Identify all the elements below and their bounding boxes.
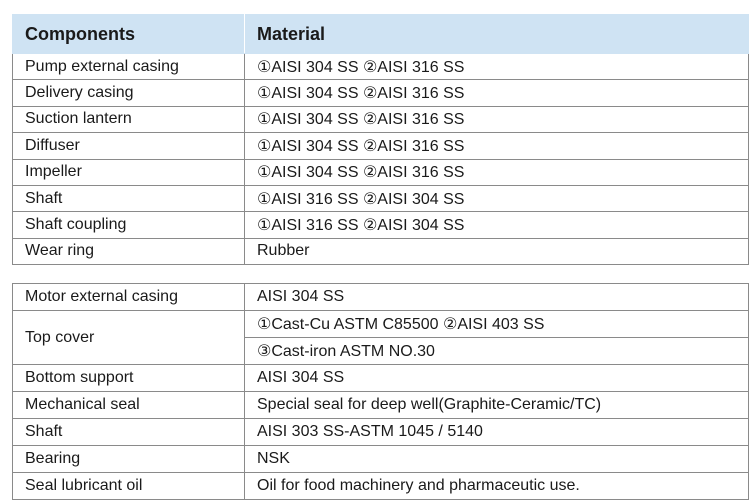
material-cell: ①AISI 304 SS ②AISI 316 SS <box>244 52 749 81</box>
material-cell: ③Cast-iron ASTM NO.30 <box>244 337 749 365</box>
material-cell: ①AISI 304 SS ②AISI 316 SS <box>244 158 749 186</box>
material-cell: ①AISI 316 SS ②AISI 304 SS <box>244 211 749 239</box>
table-row: Impeller ①AISI 304 SS ②AISI 316 SS <box>12 158 749 186</box>
material-cell: ①AISI 304 SS ②AISI 316 SS <box>244 132 749 160</box>
component-cell: Shaft <box>12 418 245 446</box>
material-cell: Special seal for deep well(Graphite-Cera… <box>244 391 749 419</box>
component-cell: Bottom support <box>12 364 245 392</box>
material-cell: Rubber <box>244 237 749 266</box>
component-cell: Mechanical seal <box>12 391 245 419</box>
table-row: Seal lubricant oil Oil for food machiner… <box>12 472 749 500</box>
component-cell: Suction lantern <box>12 105 245 134</box>
table-row: Diffuser ①AISI 304 SS ②AISI 316 SS <box>12 132 749 160</box>
component-cell: Impeller <box>12 158 245 186</box>
component-cell: Delivery casing <box>12 79 245 107</box>
table-row: Shaft coupling ①AISI 316 SS ②AISI 304 SS <box>12 211 749 239</box>
table-row: Shaft AISI 303 SS-ASTM 1045 / 5140 <box>12 418 749 446</box>
component-cell: Shaft coupling <box>12 211 245 239</box>
table-row: Wear ring Rubber <box>12 237 749 266</box>
material-cell: ①AISI 316 SS ②AISI 304 SS <box>244 184 749 213</box>
table-header-row: Components Material <box>12 14 749 54</box>
components-table-pump: Components Material Pump external casing… <box>12 14 749 266</box>
material-cell: ①AISI 304 SS ②AISI 316 SS <box>244 105 749 134</box>
component-cell: Diffuser <box>12 132 245 160</box>
material-cell: ①Cast-Cu ASTM C85500 ②AISI 403 SS <box>244 310 749 338</box>
material-cell: NSK <box>244 445 749 473</box>
table-row: Bottom support AISI 304 SS <box>12 364 749 392</box>
component-cell: Seal lubricant oil <box>12 472 245 500</box>
component-cell: Pump external casing <box>12 52 245 81</box>
table-row: Mechanical seal Special seal for deep we… <box>12 391 749 419</box>
material-cell: AISI 304 SS <box>244 364 749 392</box>
components-table-motor: Motor external casing AISI 304 SS Top co… <box>12 283 749 500</box>
component-cell: Bearing <box>12 445 245 473</box>
header-components: Components <box>12 14 245 54</box>
header-material: Material <box>244 14 749 54</box>
table-row: ③Cast-iron ASTM NO.30 <box>13 337 749 365</box>
component-cell: Top cover <box>12 310 245 365</box>
table-row: Bearing NSK <box>12 445 749 473</box>
material-cell: Oil for food machinery and pharmaceutic … <box>244 472 749 500</box>
table-row: Motor external casing AISI 304 SS <box>12 283 749 311</box>
table-row: Pump external casing ①AISI 304 SS ②AISI … <box>12 52 749 81</box>
table-row: Shaft ①AISI 316 SS ②AISI 304 SS <box>12 184 749 213</box>
component-cell: Shaft <box>12 184 245 213</box>
table-row: Delivery casing ①AISI 304 SS ②AISI 316 S… <box>12 79 749 107</box>
material-cell: AISI 304 SS <box>244 283 749 311</box>
material-cell: ①AISI 304 SS ②AISI 316 SS <box>244 79 749 107</box>
component-cell: Motor external casing <box>12 283 245 311</box>
material-cell: AISI 303 SS-ASTM 1045 / 5140 <box>244 418 749 446</box>
table-row: Suction lantern ①AISI 304 SS ②AISI 316 S… <box>12 105 749 134</box>
component-cell: Wear ring <box>12 237 245 266</box>
table-row: Top cover ①Cast-Cu ASTM C85500 ②AISI 403… <box>12 310 749 365</box>
